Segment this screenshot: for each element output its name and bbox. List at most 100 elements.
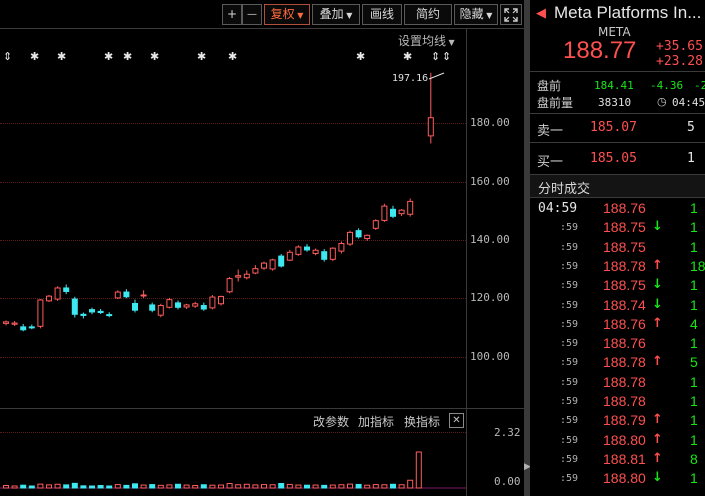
- candle[interactable]: [149, 302, 156, 313]
- overlay-dropdown[interactable]: 叠加 ▼: [312, 4, 360, 25]
- quote-divider: [530, 113, 705, 114]
- candle[interactable]: [140, 290, 147, 298]
- event-marker-icon[interactable]: ⇕: [431, 50, 441, 63]
- candle[interactable]: [321, 249, 328, 262]
- event-marker-icon[interactable]: ✱: [123, 50, 133, 63]
- trade-volume: 1: [690, 219, 698, 236]
- candle[interactable]: [20, 323, 27, 332]
- candle[interactable]: [304, 244, 310, 252]
- candle[interactable]: [252, 265, 259, 275]
- candle[interactable]: [106, 312, 113, 318]
- trade-volume: 1: [690, 200, 698, 216]
- premarket-change: -4.36: [650, 79, 684, 92]
- add-indicator-button[interactable]: 加指标: [358, 415, 395, 429]
- candle-body: [97, 310, 104, 314]
- trade-volume: 8: [690, 450, 698, 467]
- candle[interactable]: [37, 299, 44, 329]
- collapse-arrow-icon[interactable]: ▶: [524, 462, 531, 472]
- trade-price: 188.78: [603, 257, 646, 274]
- candle[interactable]: [312, 248, 319, 256]
- panel-splitter[interactable]: ▶: [524, 0, 531, 496]
- candle[interactable]: [269, 258, 276, 271]
- zoom-out-button[interactable]: —: [242, 4, 262, 25]
- candle[interactable]: [183, 303, 190, 310]
- event-marker-icon[interactable]: ✱: [403, 50, 413, 63]
- candle[interactable]: [114, 290, 121, 300]
- zoom-in-button[interactable]: +: [222, 4, 242, 25]
- candle[interactable]: [398, 208, 405, 217]
- candle[interactable]: [89, 307, 95, 315]
- candle[interactable]: [175, 300, 181, 310]
- candle[interactable]: [123, 289, 130, 299]
- candle-body: [321, 251, 328, 260]
- change-params-button[interactable]: 改参数: [313, 415, 350, 429]
- candle[interactable]: [278, 254, 285, 268]
- quote-divider: [530, 142, 705, 143]
- close-indicator-icon[interactable]: ✕: [449, 413, 464, 428]
- event-marker-icon[interactable]: ⇕: [3, 50, 13, 63]
- trade-volume: 1: [690, 373, 698, 390]
- candle[interactable]: [46, 294, 52, 303]
- adjust-rights-dropdown[interactable]: 复权 ▼: [264, 4, 310, 25]
- candle[interactable]: [132, 299, 138, 313]
- candle[interactable]: [80, 312, 87, 319]
- candle[interactable]: [209, 294, 216, 310]
- candle[interactable]: [63, 284, 70, 295]
- switch-indicator-button[interactable]: 换指标: [404, 415, 441, 429]
- trade-row: :59 188.76 ↑ 4: [530, 316, 705, 335]
- candle[interactable]: [355, 228, 362, 239]
- candle[interactable]: [372, 219, 379, 231]
- candle[interactable]: [226, 277, 233, 294]
- candle[interactable]: [11, 321, 18, 326]
- candle[interactable]: [157, 303, 164, 318]
- back-arrow-icon[interactable]: ◀: [536, 6, 546, 21]
- fullscreen-button[interactable]: [500, 4, 522, 25]
- candle[interactable]: [235, 269, 242, 282]
- candle[interactable]: [192, 301, 199, 308]
- price-tick-label: 140.00: [470, 233, 510, 246]
- high-pointer-icon: [428, 72, 445, 80]
- event-marker-icon[interactable]: ✱: [30, 50, 40, 63]
- event-marker-icon[interactable]: ✱: [356, 50, 366, 63]
- volume-chart[interactable]: [0, 432, 466, 496]
- candle[interactable]: [200, 302, 207, 311]
- candle[interactable]: [54, 286, 61, 301]
- candle[interactable]: [390, 205, 396, 219]
- candle[interactable]: [3, 320, 9, 326]
- volume-bar: [243, 483, 250, 489]
- ask-size: 5: [687, 120, 695, 135]
- event-marker-icon[interactable]: ✱: [228, 50, 238, 63]
- event-marker-icon[interactable]: ⇕: [442, 50, 452, 63]
- candle[interactable]: [407, 198, 414, 217]
- candle[interactable]: [364, 234, 371, 241]
- candle[interactable]: [28, 324, 35, 330]
- volume-bar: [175, 483, 181, 489]
- volume-bar: [123, 484, 130, 489]
- candle[interactable]: [97, 309, 104, 315]
- event-marker-icon[interactable]: ✱: [197, 50, 207, 63]
- candle[interactable]: [218, 295, 224, 306]
- candle[interactable]: [243, 270, 250, 280]
- simple-mode-button[interactable]: 简约: [404, 4, 452, 25]
- candle-body: [427, 117, 434, 137]
- candle[interactable]: [261, 261, 267, 270]
- trade-volume: 1: [690, 431, 698, 448]
- candle[interactable]: [295, 245, 302, 256]
- candle[interactable]: [338, 241, 345, 254]
- candle[interactable]: [329, 247, 336, 262]
- hide-dropdown[interactable]: 隐藏 ▼: [454, 4, 498, 25]
- volume-bar: [157, 484, 164, 489]
- candle[interactable]: [381, 203, 388, 222]
- candle[interactable]: [166, 297, 173, 309]
- candle[interactable]: [427, 72, 434, 144]
- event-marker-icon[interactable]: ✱: [57, 50, 67, 63]
- event-marker-icon[interactable]: ✱: [104, 50, 114, 63]
- candle[interactable]: [347, 230, 353, 246]
- candle[interactable]: [286, 249, 293, 262]
- ma-settings-button[interactable]: 设置均线 ▼: [398, 32, 455, 49]
- trades-list[interactable]: 04:59 188.76 1:59 188.75 ↓ 1:59 188.75 1:59 188.…: [530, 200, 705, 496]
- draw-line-button[interactable]: 画线: [362, 4, 402, 25]
- event-marker-icon[interactable]: ✱: [150, 50, 160, 63]
- candlestick-chart[interactable]: [0, 28, 466, 408]
- candle[interactable]: [71, 296, 78, 318]
